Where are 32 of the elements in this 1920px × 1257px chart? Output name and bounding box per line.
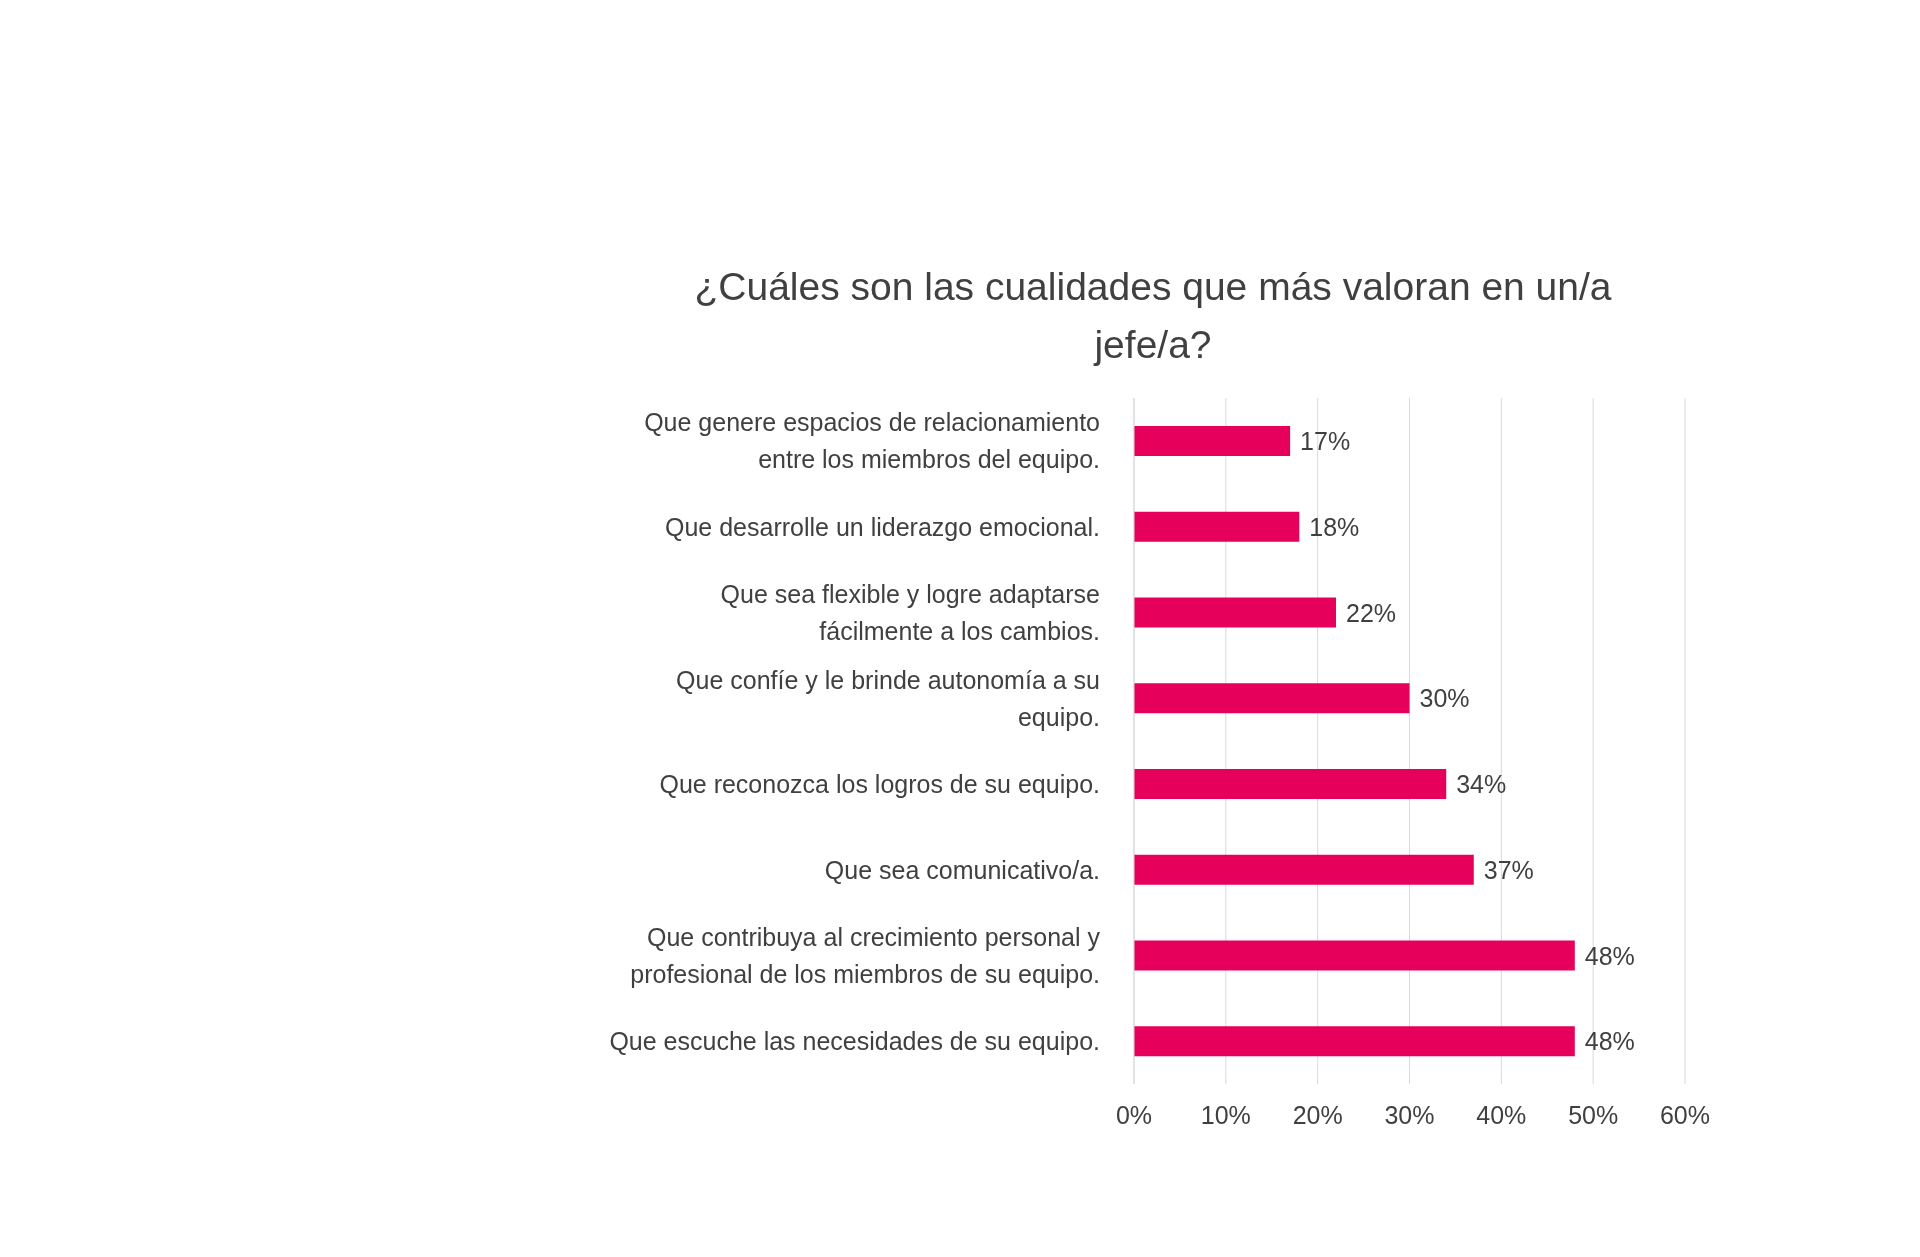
bar bbox=[1134, 940, 1575, 971]
x-tick-label: 40% bbox=[1476, 1100, 1527, 1129]
y-tick-label: Que reconozca los logros de su equipo. bbox=[659, 769, 1100, 798]
bar bbox=[1134, 426, 1291, 456]
data-label: 17% bbox=[1300, 427, 1351, 455]
y-tick-label: Que sea comunicativo/a. bbox=[824, 855, 1100, 884]
y-tick-label: Que sea flexible y logre adaptarse fácilmente a los cambios. bbox=[720, 579, 1100, 645]
x-tick-label: 0% bbox=[1115, 1100, 1153, 1129]
bar bbox=[1134, 769, 1447, 799]
bar bbox=[1134, 511, 1300, 542]
data-label: 34% bbox=[1456, 770, 1507, 798]
data-label: 18% bbox=[1309, 512, 1360, 541]
bar bbox=[1134, 683, 1410, 714]
y-tick-label: Que contribuya al crecimiento personal y profesional de los miembros de su equipo. bbox=[630, 922, 1101, 988]
y-tick-label: Que confíe y le brinde autonomía a su equipo. bbox=[676, 665, 1100, 731]
y-tick-label: Que escuche las necesidades de su equipo. bbox=[609, 1027, 1100, 1056]
data-label: 22% bbox=[1346, 598, 1397, 627]
bar bbox=[1134, 597, 1337, 628]
y-tick-label: Que desarrolle un liderazgo emocional. bbox=[665, 512, 1100, 541]
x-tick-label: 30% bbox=[1384, 1100, 1435, 1129]
x-tick-label: 50% bbox=[1568, 1100, 1619, 1129]
bar bbox=[1134, 854, 1474, 885]
data-label: 30% bbox=[1419, 684, 1470, 713]
data-label: 37% bbox=[1483, 855, 1534, 884]
x-tick-label: 10% bbox=[1200, 1100, 1251, 1129]
x-tick-label: 60% bbox=[1659, 1100, 1711, 1129]
data-label: 48% bbox=[1584, 941, 1635, 970]
y-tick-label: Que genere espacios de relacionamiento entre los miembros del equipo. bbox=[644, 408, 1100, 474]
x-tick-label: 20% bbox=[1292, 1100, 1343, 1129]
chart-title: ¿Cuáles son las cualidades que más valoran en un/a jefe/a? bbox=[693, 264, 1613, 368]
bar bbox=[1134, 1026, 1575, 1057]
data-label: 48% bbox=[1584, 1027, 1635, 1056]
